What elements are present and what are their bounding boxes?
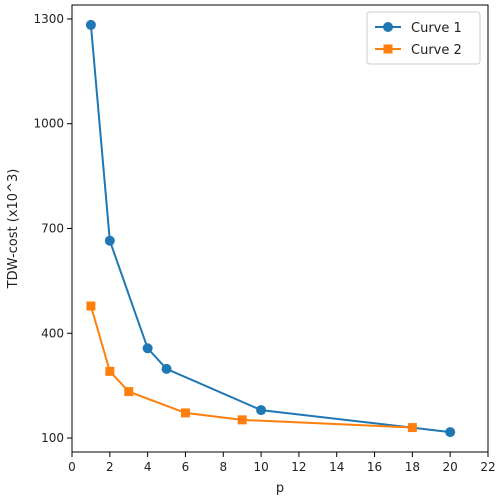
- data-point: [124, 387, 134, 397]
- x-tick-label: 2: [106, 460, 114, 474]
- data-point: [256, 405, 267, 416]
- series-line: [89, 305, 413, 429]
- data-point: [86, 301, 96, 311]
- legend-marker: [383, 44, 393, 54]
- x-tick-label: 14: [329, 460, 344, 474]
- x-tick-label: 10: [253, 460, 268, 474]
- plot-frame: [71, 4, 489, 453]
- data-point: [142, 343, 153, 354]
- plot-area: [71, 4, 489, 453]
- y-tick-label: 1000: [33, 117, 64, 131]
- data-point: [407, 423, 417, 433]
- data-point: [161, 363, 172, 374]
- data-point: [85, 19, 96, 30]
- x-tick-label: 12: [291, 460, 306, 474]
- x-tick-label: 8: [219, 460, 227, 474]
- legend-box: [366, 11, 481, 65]
- x-tick-label: 18: [405, 460, 420, 474]
- y-axis: 100 400 700 1000 1300: [33, 12, 72, 445]
- data-point: [105, 366, 115, 376]
- data-point: [445, 427, 456, 438]
- data-point: [237, 415, 247, 425]
- y-tick-label: 400: [41, 326, 64, 340]
- legend-marker: [383, 22, 393, 32]
- data-point: [104, 235, 115, 246]
- legend-label: Curve 1: [411, 21, 462, 36]
- x-axis: 0 2 4 6 8 10 12 14 16 18 20 22: [68, 452, 496, 474]
- data-point: [180, 408, 190, 418]
- y-tick-label: 100: [41, 431, 64, 445]
- legend: Curve 1 Curve 2: [366, 11, 481, 65]
- x-axis-label: p: [276, 481, 284, 496]
- legend-label: Curve 2: [411, 43, 462, 58]
- x-tick-label: 4: [144, 460, 152, 474]
- legend-item: Curve 2: [375, 43, 462, 58]
- series-line: [89, 24, 451, 434]
- x-tick-label: 16: [367, 460, 382, 474]
- y-tick-label: 1300: [33, 12, 64, 26]
- series-1: [85, 19, 456, 438]
- series-2: [86, 301, 417, 433]
- y-tick-label: 700: [41, 222, 64, 236]
- y-axis-label: TDW-cost (x10^3): [6, 169, 21, 290]
- x-tick-label: 0: [68, 460, 76, 474]
- x-tick-label: 20: [443, 460, 458, 474]
- x-tick-label: 22: [480, 460, 495, 474]
- series-layer: [85, 19, 456, 438]
- legend-item: Curve 1: [375, 21, 462, 36]
- x-tick-label: 6: [182, 460, 190, 474]
